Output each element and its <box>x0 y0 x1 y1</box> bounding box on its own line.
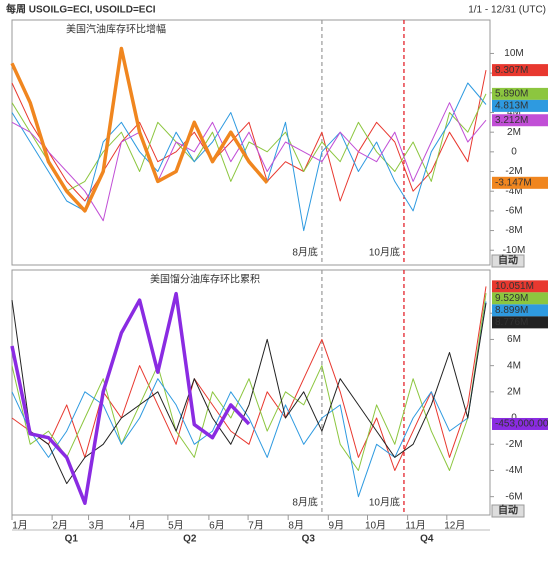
x-tick-label: 1月 <box>12 520 28 532</box>
value-tag <box>492 292 548 305</box>
quarter-label: Q3 <box>302 534 316 545</box>
series-line <box>11 300 487 485</box>
value-label: 3.212M <box>495 115 528 126</box>
y-tick-label: 10M <box>504 48 523 59</box>
series-line <box>11 70 487 202</box>
auto-label: 自动 <box>498 504 518 517</box>
y-tick-label: 4M <box>507 107 521 118</box>
x-tick-label: 8月 <box>288 520 304 532</box>
y-tick-label: 2M <box>507 386 521 397</box>
value-label: -453,000.00 <box>495 419 549 430</box>
auto-box <box>491 504 525 518</box>
period-label: 8月底 <box>292 496 318 509</box>
series-line <box>10 46 269 213</box>
series-line <box>10 291 251 505</box>
y-tick-label: -2M <box>505 439 522 450</box>
y-tick-label: 6M <box>507 334 521 345</box>
y-tick-label: 4M <box>507 360 521 371</box>
value-tag <box>492 417 548 430</box>
y-tick-label: 2M <box>507 127 521 138</box>
series-line <box>11 301 487 498</box>
value-tag <box>492 87 548 100</box>
series-line <box>11 293 487 471</box>
quarter-label: Q2 <box>183 534 197 545</box>
x-tick-label: 10月 <box>365 520 386 532</box>
x-tick-label: 2月 <box>52 520 68 532</box>
y-tick-label: -6M <box>505 206 522 217</box>
value-label: -3.147M <box>495 177 532 188</box>
x-tick-label: 9月 <box>329 520 345 532</box>
value-label: 10.051M <box>495 281 534 292</box>
series-line <box>11 286 487 471</box>
period-label: 10月底 <box>369 246 400 259</box>
period-label: 10月底 <box>369 496 400 509</box>
y-tick-label: -6M <box>505 491 522 502</box>
value-label: 8.776M <box>495 317 528 328</box>
y-tick-label: -2M <box>505 166 522 177</box>
period-label: 8月底 <box>292 246 318 259</box>
value-tag <box>492 114 548 127</box>
value-tag <box>492 99 548 112</box>
y-tick-label: 0 <box>511 146 517 157</box>
x-tick-label: 5月 <box>168 520 184 532</box>
x-tick-label: 3月 <box>89 520 105 532</box>
x-tick-label: 6月 <box>209 520 225 532</box>
x-tick-label: 4月 <box>130 520 146 532</box>
auto-box <box>491 254 525 268</box>
y-tick-label: -8M <box>505 225 522 236</box>
quarter-label: Q1 <box>65 534 79 545</box>
y-tick-label: -10M <box>503 245 526 256</box>
panel-frame <box>11 19 491 266</box>
value-label: 5.890M <box>495 89 528 100</box>
value-label: 4.813M <box>495 101 528 112</box>
x-tick-label: 12月 <box>444 520 465 532</box>
value-tag <box>492 304 548 317</box>
auto-label: 自动 <box>498 254 518 267</box>
header-range: 1/1 - 12/31 (UTC) <box>468 5 546 16</box>
value-tag <box>492 316 548 329</box>
value-label: 9.529M <box>495 293 528 304</box>
x-tick-label: 7月 <box>248 520 264 532</box>
panel-annotation: 美国汽油库存环比增幅 <box>66 23 166 36</box>
panel-annotation: 美国馏分油库存环比累积 <box>150 273 260 286</box>
value-tag <box>492 64 548 77</box>
value-label: 8.307M <box>495 65 528 76</box>
header-title: 每周 USOILG=ECI, USOILD=ECI <box>6 3 156 16</box>
series-line <box>11 93 487 192</box>
quarter-label: Q4 <box>420 534 434 545</box>
value-label: 8.899M <box>495 305 528 316</box>
value-tag <box>492 176 548 189</box>
y-tick-label: -4M <box>505 465 522 476</box>
value-tag <box>492 280 548 293</box>
y-tick-label: -4M <box>505 186 522 197</box>
x-tick-label: 11月 <box>405 520 425 532</box>
